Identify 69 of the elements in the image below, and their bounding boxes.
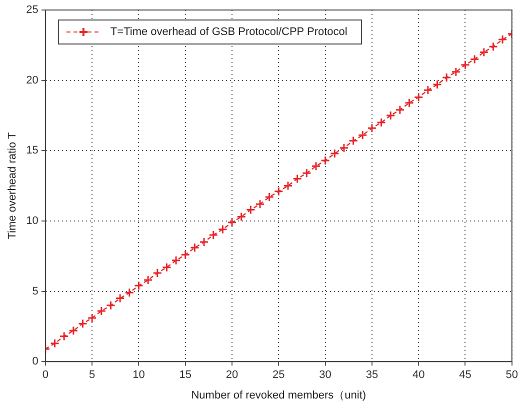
point [162, 262, 172, 272]
point [376, 118, 386, 128]
point [143, 275, 153, 285]
point [218, 224, 228, 234]
y-tick-label: 10 [26, 214, 38, 227]
point [171, 256, 181, 266]
point [274, 186, 284, 196]
point [498, 34, 508, 44]
point [320, 156, 330, 166]
point [292, 174, 302, 184]
x-tick-label: 15 [179, 369, 192, 382]
point [255, 199, 265, 209]
point [404, 98, 414, 108]
point [339, 143, 349, 153]
x-tick-label: 5 [89, 369, 96, 382]
point [208, 230, 218, 240]
legend-label: T=Time overhead of GSB Protocol/CPP Protocol [110, 26, 348, 38]
point [442, 72, 452, 82]
point [152, 268, 162, 278]
point [68, 326, 78, 336]
point [395, 105, 405, 115]
point [199, 237, 209, 247]
point [180, 250, 190, 260]
point [479, 47, 489, 57]
point [311, 161, 321, 171]
x-tick-label: 20 [226, 369, 238, 382]
point [470, 54, 480, 64]
point [246, 204, 256, 214]
point [283, 181, 293, 191]
x-tick-label: 35 [366, 369, 378, 382]
point [134, 280, 144, 290]
point [460, 60, 470, 70]
x-tick-label: 50 [506, 369, 518, 382]
point [124, 288, 134, 298]
x-tick-label: 45 [459, 369, 472, 382]
y-axis-title: Time overhead ratio T [6, 132, 19, 240]
point [236, 212, 246, 222]
y-tick-label: 25 [26, 4, 38, 16]
point [330, 148, 340, 158]
x-tick-label: 40 [412, 369, 425, 382]
point [106, 300, 116, 310]
x-tick-label: 30 [319, 369, 332, 382]
point [386, 110, 396, 120]
point [302, 168, 312, 178]
x-tick-label: 25 [272, 369, 285, 382]
point [264, 192, 274, 202]
y-tick-label: 20 [26, 74, 38, 86]
x-axis-title: Number of revoked members（unit) [191, 389, 366, 402]
y-tick-label: 15 [26, 144, 38, 157]
point [190, 242, 200, 252]
point [78, 318, 88, 328]
point [50, 338, 60, 348]
point [358, 130, 368, 140]
point [115, 294, 125, 304]
point [432, 80, 442, 90]
point [423, 85, 433, 95]
point [87, 313, 97, 323]
point [414, 92, 424, 102]
point [96, 306, 106, 316]
point [59, 332, 69, 342]
point [367, 123, 377, 133]
point [227, 218, 237, 228]
x-tick-label: 0 [42, 369, 48, 382]
y-tick-label: 0 [32, 356, 38, 368]
point [488, 42, 498, 52]
point [451, 67, 461, 77]
y-tick-label: 5 [32, 285, 38, 298]
point [348, 136, 358, 146]
x-tick-label: 10 [132, 369, 145, 382]
